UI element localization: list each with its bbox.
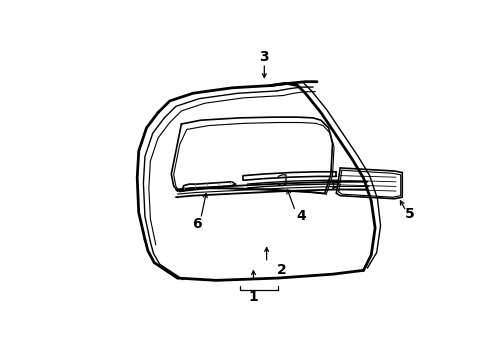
Text: 2: 2 — [277, 264, 287, 277]
Text: 6: 6 — [192, 217, 202, 231]
Text: 3: 3 — [260, 50, 269, 64]
Text: 1: 1 — [248, 290, 258, 304]
Text: 4: 4 — [296, 210, 306, 224]
Text: 5: 5 — [405, 207, 415, 221]
